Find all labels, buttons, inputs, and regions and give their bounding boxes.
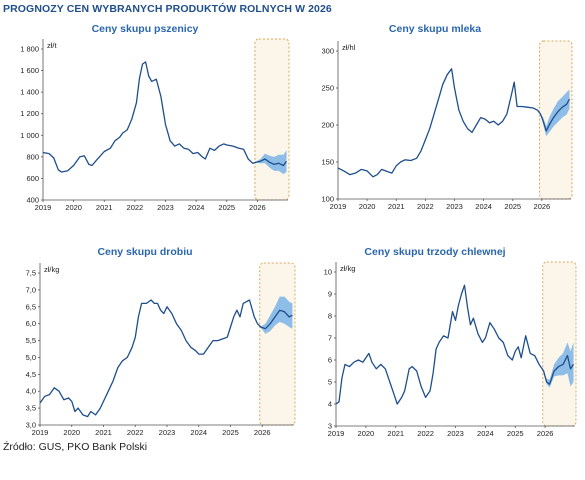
x-tick-label: 2023 bbox=[446, 202, 463, 211]
y-tick-label: 300 bbox=[321, 47, 334, 56]
y-tick-label: 1 200 bbox=[20, 109, 39, 118]
y-tick-label: 800 bbox=[26, 152, 39, 161]
x-tick-label: 2023 bbox=[157, 203, 174, 212]
y-tick-label: 3,5 bbox=[26, 404, 36, 413]
chart-title: Ceny skupu pszenicy bbox=[92, 23, 199, 35]
x-tick-label: 2026 bbox=[537, 429, 554, 438]
x-tick-label: 2022 bbox=[417, 429, 434, 438]
x-tick-label: 2022 bbox=[417, 202, 434, 211]
x-tick-label: 2020 bbox=[359, 202, 376, 211]
y-tick-label: 1 000 bbox=[20, 131, 39, 140]
x-tick-label: 2020 bbox=[358, 429, 375, 438]
forecast-period-box bbox=[542, 261, 577, 427]
chart-title: Ceny skupu trzody chlewnej bbox=[364, 246, 505, 258]
unit-label: zł/t bbox=[47, 41, 58, 50]
x-tick-label: 2019 bbox=[328, 429, 345, 438]
y-tick-label: 9 bbox=[328, 290, 332, 299]
x-tick-label: 2024 bbox=[188, 203, 205, 212]
y-tick-label: 6,0 bbox=[26, 319, 36, 328]
y-tick-label: 5,5 bbox=[26, 336, 36, 345]
y-tick-label: 100 bbox=[321, 195, 334, 204]
y-tick-label: 7 bbox=[328, 334, 332, 343]
x-tick-label: 2025 bbox=[218, 203, 235, 212]
series-line bbox=[335, 284, 575, 405]
x-tick-label: 2025 bbox=[504, 202, 521, 211]
chart-panel-pork: Ceny skupu trzody chlewnej zł/kg 3 4 5 6 7 8 9 10… bbox=[324, 246, 577, 438]
y-tick-label: 150 bbox=[321, 158, 334, 167]
x-tick-label: 2022 bbox=[127, 203, 144, 212]
forecast-band bbox=[543, 342, 574, 388]
x-tick-label: 2021 bbox=[96, 203, 113, 212]
series-line bbox=[337, 68, 571, 178]
chart-title: Ceny skupu drobiu bbox=[97, 246, 192, 258]
x-tick-label: 2024 bbox=[190, 428, 207, 437]
unit-label: zł/hl bbox=[342, 43, 356, 52]
x-tick-label: 2025 bbox=[222, 428, 239, 437]
y-tick-label: 3,0 bbox=[26, 421, 36, 430]
y-tick-label: 4,0 bbox=[26, 387, 36, 396]
source-note: Źródło: GUS, PKO Bank Polski bbox=[3, 441, 148, 453]
x-tick-label: 2024 bbox=[475, 202, 492, 211]
x-tick-label: 2022 bbox=[127, 428, 144, 437]
x-tick-label: 2021 bbox=[95, 428, 112, 437]
page-title: PROGNOZY CEN WYBRANYCH PRODUKTÓW ROLNYCH… bbox=[3, 3, 332, 15]
chart-panel-wheat: Ceny skupu pszenicy zł/t 400 600 800 1 000 1 2… bbox=[20, 23, 290, 212]
unit-label: zł/kg bbox=[340, 264, 355, 273]
y-tick-label: 7,0 bbox=[26, 285, 36, 294]
y-tick-label: 250 bbox=[321, 84, 334, 93]
x-tick-label: 2021 bbox=[387, 429, 404, 438]
x-tick-label: 2020 bbox=[65, 203, 82, 212]
y-tick-label: 1 800 bbox=[20, 45, 39, 54]
forecast-period-box bbox=[254, 38, 290, 201]
x-tick-label: 2019 bbox=[330, 202, 347, 211]
y-tick-label: 600 bbox=[26, 174, 39, 183]
y-tick-label: 3 bbox=[328, 422, 332, 431]
x-tick-label: 2024 bbox=[477, 429, 494, 438]
chart-panel-milk: Ceny skupu mleka zł/hl 100 150 200 250 300 2019… bbox=[321, 23, 573, 211]
series-line bbox=[42, 61, 288, 173]
forecast-band bbox=[540, 89, 570, 137]
forecast-band bbox=[255, 150, 287, 175]
y-tick-label: 5 bbox=[328, 378, 332, 387]
y-tick-label: 6,5 bbox=[26, 302, 36, 311]
y-tick-label: 200 bbox=[321, 121, 334, 130]
y-tick-label: 1 600 bbox=[20, 66, 39, 75]
chart-title: Ceny skupu mleka bbox=[389, 23, 481, 35]
x-tick-label: 2025 bbox=[507, 429, 524, 438]
y-tick-label: 7,5 bbox=[26, 269, 36, 278]
y-tick-label: 1 400 bbox=[20, 88, 39, 97]
x-tick-label: 2023 bbox=[159, 428, 176, 437]
x-tick-label: 2026 bbox=[534, 202, 551, 211]
y-tick-label: 6 bbox=[328, 356, 332, 365]
series-line bbox=[39, 299, 293, 418]
y-tick-label: 400 bbox=[26, 196, 39, 205]
x-tick-label: 2023 bbox=[447, 429, 464, 438]
y-tick-label: 10 bbox=[324, 268, 332, 277]
chart-panel-poultry: Ceny skupu drobiu zł/kg 3,0 3,5 4,0 4,5 5,0 5,5… bbox=[26, 246, 296, 437]
forecast-period-box bbox=[259, 262, 296, 426]
x-tick-label: 2020 bbox=[63, 428, 80, 437]
x-tick-label: 2019 bbox=[32, 428, 49, 437]
y-tick-label: 8 bbox=[328, 312, 332, 321]
y-tick-label: 5,0 bbox=[26, 353, 36, 362]
y-tick-label: 4,5 bbox=[26, 370, 36, 379]
x-tick-label: 2026 bbox=[254, 428, 271, 437]
y-tick-label: 4 bbox=[328, 400, 332, 409]
x-tick-label: 2026 bbox=[249, 203, 266, 212]
unit-label: zł/kg bbox=[44, 265, 59, 274]
x-tick-label: 2021 bbox=[388, 202, 405, 211]
x-tick-label: 2019 bbox=[35, 203, 52, 212]
